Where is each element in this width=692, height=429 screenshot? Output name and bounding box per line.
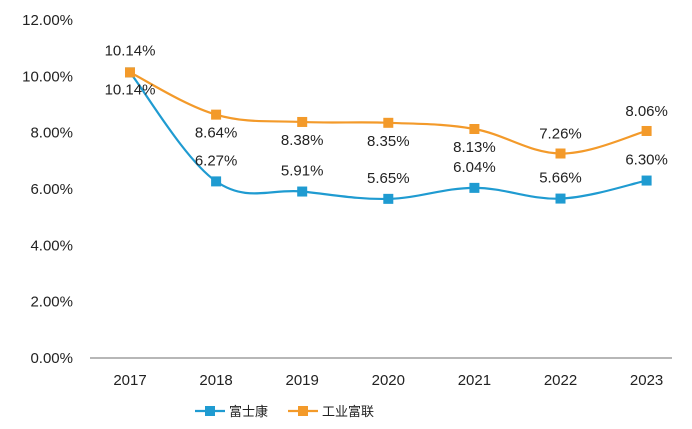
data-label: 10.14% [105,42,156,59]
series-markers [125,67,652,204]
data-point-marker [125,67,135,78]
x-tick-label: 2018 [199,372,232,389]
legend-item: 富士康 [195,404,268,419]
data-point-marker [469,124,480,135]
data-point-marker [469,182,480,193]
x-tick-label: 2017 [113,372,146,389]
data-label: 8.38% [281,132,324,149]
data-label: 8.13% [453,139,496,156]
x-tick-label: 2023 [630,372,663,389]
data-label: 5.65% [367,170,410,187]
x-tick-label: 2019 [286,372,319,389]
data-labels: 10.14% 6.27% 5.91% 5.65% 6.04% 5.66% 6.30% 10.1… [105,42,668,186]
y-tick-label: 12.00% [22,12,73,29]
data-point-marker [297,116,308,127]
legend: 富士康 工业富联 [195,404,374,419]
x-tick-label: 2022 [544,372,577,389]
y-tick-label: 10.00% [22,68,73,85]
data-point-marker [383,193,394,204]
data-label: 6.30% [625,152,668,169]
data-label: 10.14% [105,81,156,98]
legend-label: 工业富联 [322,404,374,419]
data-point-marker [211,176,222,187]
legend-marker [298,406,308,416]
x-tick-label: 2021 [458,372,491,389]
y-tick-label: 0.00% [30,350,73,367]
data-label: 6.04% [453,159,496,176]
y-tick-label: 8.00% [30,125,73,142]
data-point-marker [211,109,222,120]
data-label: 8.06% [625,103,668,120]
y-axis-ticks: 0.00% 2.00% 4.00% 6.00% 8.00% 10.00% 12.00% [22,12,73,367]
legend-marker [205,406,215,416]
data-label: 8.35% [367,133,410,150]
data-point-marker [641,125,652,136]
data-point-marker [555,193,566,204]
data-label: 8.64% [195,125,238,142]
x-axis-ticks: 2017 2018 2019 2020 2021 2022 2023 [113,372,663,389]
data-label: 6.27% [195,152,238,169]
data-point-marker [383,117,394,128]
data-point-marker [297,186,308,197]
legend-label: 富士康 [229,404,268,419]
y-tick-label: 6.00% [30,181,73,198]
data-label: 7.26% [539,126,582,143]
y-tick-label: 4.00% [30,237,73,254]
legend-item: 工业富联 [288,404,374,419]
x-tick-label: 2020 [372,372,405,389]
y-tick-label: 2.00% [30,294,73,311]
data-label: 5.66% [539,170,582,187]
data-label: 5.91% [281,163,324,180]
data-point-marker [641,175,652,186]
data-point-marker [555,148,566,159]
